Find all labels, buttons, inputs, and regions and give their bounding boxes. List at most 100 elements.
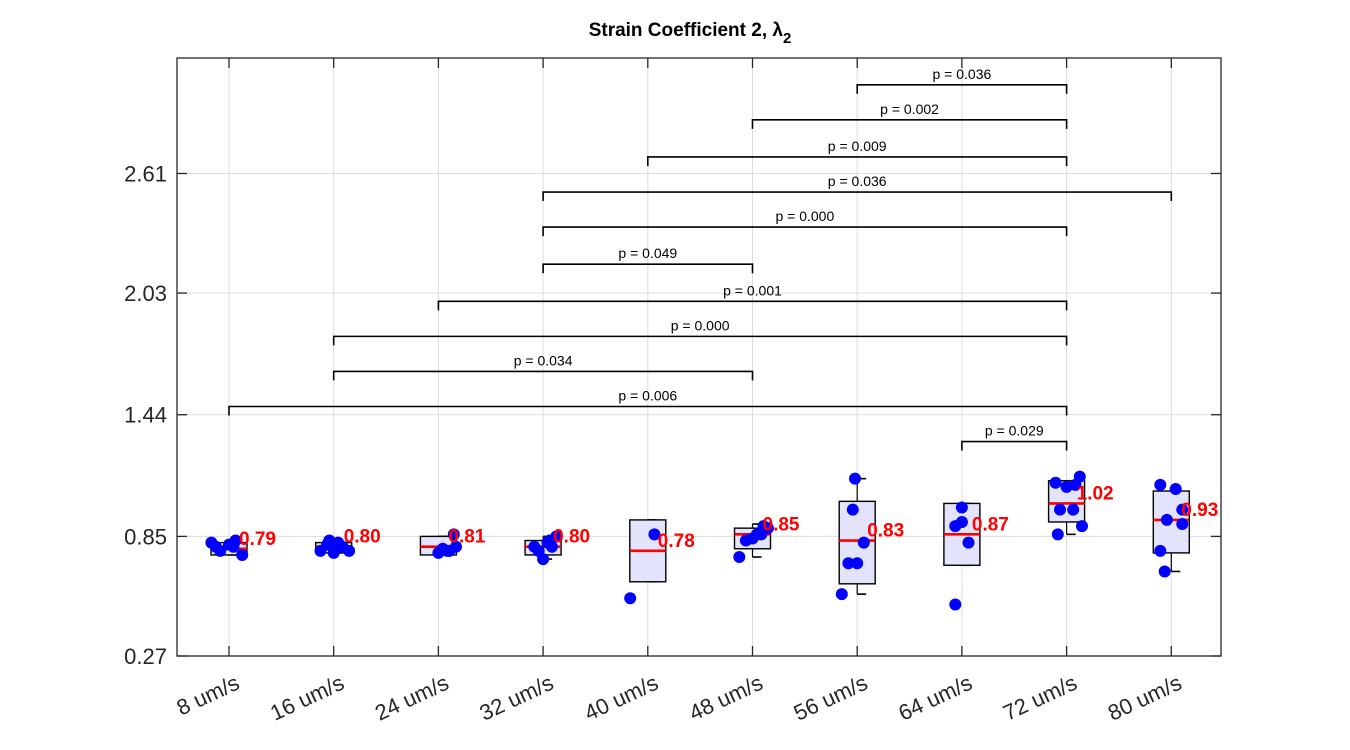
p-value-label: p = 0.029 [985, 423, 1044, 439]
x-tick-label: 8 um/s [173, 670, 243, 721]
data-point [1067, 503, 1080, 516]
box-layer: 0.79 0.80 0.81 0.80 0.78 0.85 0.83 0.87 1.02 0.93 [205, 470, 1218, 611]
data-point [648, 528, 661, 541]
data-point [236, 548, 249, 561]
data-point [1069, 478, 1082, 491]
y-tick-label: 1.44 [124, 403, 167, 428]
bracket-line [856, 84, 1068, 94]
bracket-line [542, 263, 754, 274]
p-value-label: p = 0.006 [618, 387, 677, 403]
significance-bracket: p = 0.000 [332, 317, 1068, 346]
data-point [332, 536, 345, 549]
chart-title: Strain Coefficient 2, λ2 [589, 20, 792, 47]
bracket-line [961, 440, 1068, 451]
median-label: 0.83 [867, 521, 904, 542]
data-point [835, 588, 848, 601]
data-point [1176, 503, 1189, 516]
p-value-label: p = 0.009 [828, 138, 887, 154]
significance-bracket: p = 0.000 [542, 208, 1068, 237]
p-value-label: p = 0.036 [828, 173, 887, 189]
p-value-label: p = 0.001 [723, 282, 782, 298]
data-point [851, 557, 864, 570]
median-label: 0.81 [448, 527, 485, 548]
data-point [955, 515, 968, 528]
data-point [857, 536, 870, 549]
box-group: 0.87 [943, 501, 1009, 611]
data-point [757, 520, 770, 533]
data-point [750, 528, 763, 541]
data-point [209, 540, 222, 553]
p-value-label: p = 0.000 [671, 317, 730, 333]
median-label: 0.80 [344, 527, 381, 548]
significance-bracket: p = 0.001 [437, 282, 1068, 311]
data-point [1154, 544, 1167, 557]
p-value-label: p = 0.000 [775, 208, 834, 224]
data-point [1049, 476, 1062, 489]
box-group: 0.93 [1152, 478, 1218, 578]
x-tick-label: 16 um/s [266, 670, 347, 726]
y-tick-label: 2.03 [124, 281, 167, 306]
x-tick-label: 40 um/s [580, 670, 661, 726]
bracket-line [647, 156, 1068, 166]
bracket-line [542, 226, 1068, 237]
data-point [537, 553, 550, 566]
x-tick-label: 64 um/s [895, 670, 976, 726]
data-point [1176, 518, 1189, 531]
p-value-label: p = 0.002 [880, 101, 939, 117]
median-label: 0.85 [763, 514, 800, 535]
chart-title-subscript: 2 [783, 30, 791, 47]
box-group: 1.02 [1047, 470, 1114, 541]
median-label: 0.87 [972, 514, 1009, 535]
data-point [432, 546, 445, 559]
data-point [528, 540, 541, 553]
box-group: 0.85 [733, 514, 800, 564]
box-group: 0.81 [419, 527, 486, 559]
data-point [962, 536, 975, 549]
box-group: 0.80 [524, 527, 590, 566]
data-point [624, 592, 637, 605]
data-point [327, 546, 340, 559]
significance-bracket: p = 0.029 [961, 423, 1068, 451]
data-point [227, 540, 240, 553]
p-value-label: p = 0.034 [514, 352, 573, 368]
data-point [842, 557, 855, 570]
data-point [1075, 520, 1088, 533]
tick-layer [177, 58, 1221, 657]
median-label: 0.79 [239, 529, 276, 550]
p-value-label: p = 0.049 [618, 245, 677, 261]
median-label: 0.93 [1181, 500, 1218, 521]
data-point [1169, 482, 1182, 495]
bracket-line [437, 300, 1068, 311]
y-axis-tick-labels: 0.27 0.85 1.44 2.03 2.61 [124, 161, 167, 669]
bracket-line [332, 335, 1068, 346]
significance-layer: p = 0.036 p = 0.002 p = 0.009 p = 0.036 p = … [228, 66, 1173, 451]
plot-frame [176, 57, 1222, 657]
data-point [447, 528, 460, 541]
y-tick-label: 2.61 [124, 161, 167, 186]
box-group: 0.79 [205, 529, 276, 561]
bracket-line [751, 119, 1068, 129]
box-group: 0.78 [624, 519, 695, 605]
y-tick-label: 0.85 [124, 524, 167, 549]
data-point [1154, 478, 1167, 491]
data-point [849, 472, 862, 485]
significance-bracket: p = 0.006 [228, 387, 1068, 416]
grid-layer [177, 58, 1221, 657]
significance-bracket: p = 0.036 [542, 173, 1173, 202]
median-label: 1.02 [1077, 483, 1114, 504]
median-label: 0.78 [658, 531, 695, 552]
box-group: 0.80 [314, 527, 381, 559]
data-point [343, 544, 356, 557]
bracket-line [332, 370, 754, 381]
data-point [949, 598, 962, 611]
significance-bracket: p = 0.049 [542, 245, 754, 274]
significance-bracket: p = 0.009 [647, 138, 1068, 166]
x-tick-label: 72 um/s [999, 670, 1080, 726]
median-label: 0.80 [553, 527, 590, 548]
p-value-label: p = 0.036 [933, 66, 992, 82]
y-tick-label: 0.27 [124, 644, 167, 669]
x-axis-tick-labels: 8 um/s 16 um/s 24 um/s 32 um/s 40 um/s 48 um/… [173, 670, 1186, 726]
data-point [1158, 565, 1171, 578]
x-tick-label: 80 um/s [1104, 670, 1185, 726]
